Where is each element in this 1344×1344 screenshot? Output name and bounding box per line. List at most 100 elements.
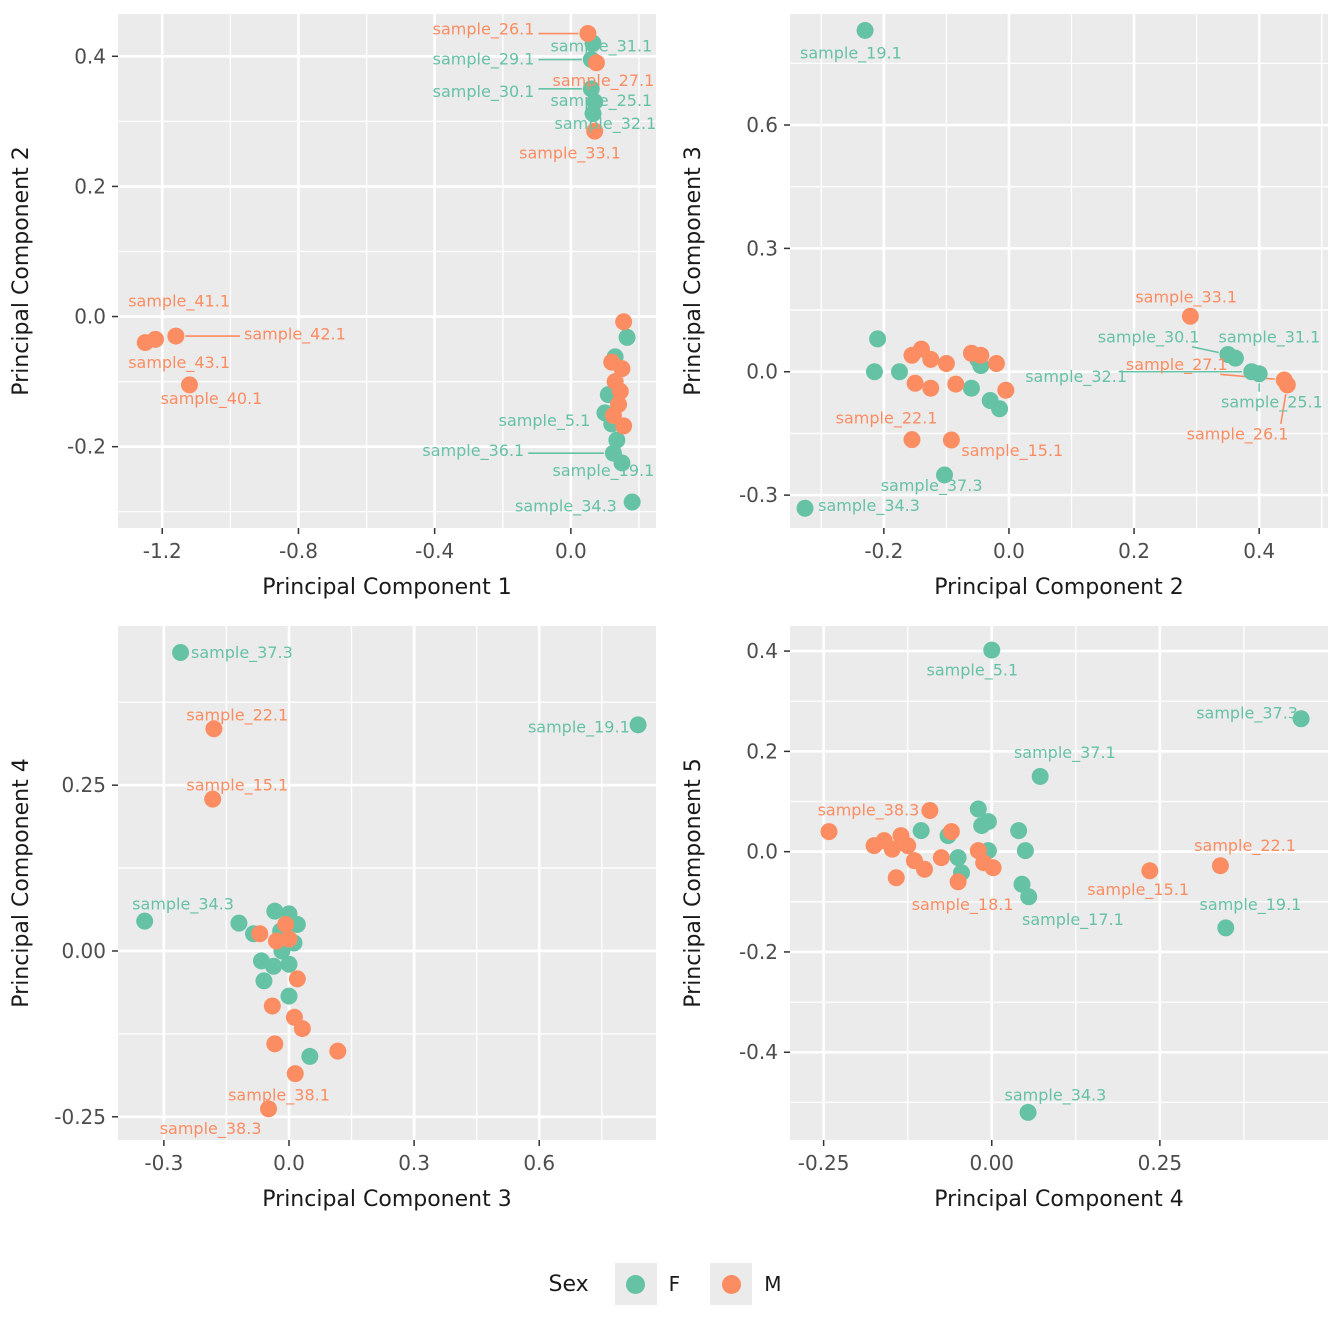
data-point-m bbox=[932, 849, 950, 867]
legend-label-f: F bbox=[668, 1272, 681, 1296]
data-point-m bbox=[611, 382, 629, 400]
x-axis-title: Principal Component 1 bbox=[262, 575, 511, 600]
data-point-f bbox=[1020, 888, 1038, 906]
scatter-panel-pc2-vs-pc3: -0.2 0.0 0.2 0.4 -0.3 0.0 0.3 0.6 sample_19.1sam… bbox=[681, 14, 1328, 600]
x-tick-label: -0.8 bbox=[279, 539, 318, 563]
data-point-m bbox=[921, 802, 939, 820]
label-leader-line bbox=[1191, 346, 1219, 354]
data-point-f bbox=[1292, 710, 1310, 728]
chart-cell-pc2-pc3: -0.2 0.0 0.2 0.4 -0.3 0.0 0.3 0.6 sample_19.1 sam… bbox=[672, 0, 1344, 612]
y-tick-label: 0.2 bbox=[74, 174, 106, 198]
point-label: sample_33.1 bbox=[1135, 287, 1237, 307]
data-point-m bbox=[937, 355, 955, 373]
x-tick-label: 0.6 bbox=[523, 1151, 555, 1175]
point-label: sample_33.1 bbox=[519, 144, 621, 164]
x-tick-label: 0.2 bbox=[1118, 539, 1150, 563]
data-point-m bbox=[615, 313, 633, 331]
data-point-f bbox=[969, 800, 987, 818]
y-tick-label: -0.2 bbox=[67, 435, 106, 459]
data-point-f bbox=[983, 641, 1001, 659]
data-point-f bbox=[1019, 1103, 1037, 1121]
panel-background bbox=[118, 626, 656, 1140]
data-point-m bbox=[204, 790, 222, 808]
data-point-f bbox=[582, 80, 600, 98]
y-tick-label: 0.0 bbox=[74, 305, 106, 329]
data-point-f bbox=[266, 902, 284, 920]
point-label: sample_32.1 bbox=[555, 114, 657, 134]
data-point-f bbox=[1031, 767, 1049, 785]
data-point-f bbox=[936, 466, 954, 484]
y-tick-label: -0.4 bbox=[739, 1040, 778, 1064]
data-point-m bbox=[266, 1035, 284, 1053]
point-label: sample_36.1 bbox=[422, 441, 524, 461]
data-point-m bbox=[280, 930, 298, 948]
y-tick-label: -0.25 bbox=[54, 1105, 106, 1129]
data-point-f bbox=[1243, 363, 1261, 381]
data-point-f bbox=[912, 822, 930, 840]
data-point-m bbox=[942, 823, 960, 841]
point-label: sample_26.1 bbox=[1187, 424, 1289, 444]
data-point-m bbox=[263, 997, 281, 1015]
point-label: sample_38.3 bbox=[818, 801, 920, 821]
chart-cell-pc3-pc4: -0.3 0.0 0.3 0.6 -0.25 0.00 0.25 sample_37.3 sam… bbox=[0, 612, 672, 1224]
data-point-m bbox=[251, 925, 269, 943]
scatter-panel-pc3-vs-pc4: -0.3 0.0 0.3 0.6 -0.25 0.00 0.25 sample_37.3sam… bbox=[9, 626, 656, 1212]
data-point-m bbox=[604, 406, 622, 424]
data-point-m bbox=[916, 860, 933, 878]
point-label: sample_41.1 bbox=[128, 291, 230, 311]
data-point-m bbox=[984, 859, 1002, 877]
point-label: sample_29.1 bbox=[433, 49, 535, 69]
panel-background bbox=[790, 626, 1328, 1140]
legend-dot-f-icon bbox=[626, 1274, 646, 1294]
y-tick-label: -0.3 bbox=[739, 483, 778, 507]
x-tick-label: 0.25 bbox=[1138, 1151, 1183, 1175]
data-point-f bbox=[288, 915, 306, 933]
legend-label-m: M bbox=[764, 1272, 782, 1296]
legend-dot-m-icon bbox=[721, 1274, 741, 1294]
data-point-f bbox=[136, 912, 154, 930]
data-point-m bbox=[613, 360, 631, 378]
point-label: sample_34.3 bbox=[132, 894, 234, 914]
data-point-m bbox=[899, 837, 917, 855]
data-point-m bbox=[260, 1100, 278, 1118]
chart-grid: -1.2 -0.8 -0.4 0.0 -0.2 0.0 0.2 0.4 sample_31.1 s… bbox=[0, 0, 1344, 1224]
data-point-f bbox=[856, 21, 874, 39]
y-axis-title: Principal Component 2 bbox=[9, 146, 34, 395]
data-point-f bbox=[265, 957, 283, 975]
x-tick-label: 0.00 bbox=[969, 1151, 1014, 1175]
point-label: sample_17.1 bbox=[1022, 910, 1124, 930]
y-tick-label: 0.0 bbox=[746, 840, 778, 864]
point-label: sample_22.1 bbox=[1194, 836, 1296, 856]
point-label: sample_30.1 bbox=[1098, 327, 1200, 347]
x-axis-title: Principal Component 2 bbox=[934, 575, 1183, 600]
scatter-panel-pc1-vs-pc2: -1.2 -0.8 -0.4 0.0-0.20.00.20.4 sample_31.1s… bbox=[9, 14, 657, 600]
data-point-m bbox=[922, 350, 940, 368]
x-tick-label: -0.2 bbox=[864, 539, 903, 563]
data-point-f bbox=[280, 987, 298, 1005]
point-label: sample_40.1 bbox=[161, 389, 263, 409]
point-label: sample_18.1 bbox=[912, 895, 1014, 915]
x-tick-label: 0.0 bbox=[555, 539, 587, 563]
data-point-f bbox=[1010, 822, 1028, 840]
y-tick-label: -0.2 bbox=[739, 940, 778, 964]
data-point-m bbox=[615, 417, 633, 435]
legend-item-f: F bbox=[614, 1263, 681, 1305]
y-axis-title: Principal Component 4 bbox=[9, 758, 34, 1007]
x-tick-label: 0.0 bbox=[273, 1151, 305, 1175]
point-label: sample_37.3 bbox=[881, 476, 983, 496]
data-point-m bbox=[181, 376, 199, 394]
point-label: sample_37.3 bbox=[191, 643, 293, 663]
data-point-m bbox=[288, 970, 306, 988]
data-point-f bbox=[172, 644, 190, 662]
point-label: sample_19.1 bbox=[528, 717, 630, 737]
data-point-m bbox=[586, 122, 604, 140]
data-point-f bbox=[623, 493, 641, 511]
x-tick-label: 0.3 bbox=[398, 1151, 430, 1175]
data-point-m bbox=[587, 54, 605, 72]
data-point-f bbox=[890, 363, 908, 381]
point-label: sample_5.1 bbox=[927, 661, 1019, 681]
data-point-m bbox=[903, 431, 921, 449]
data-point-f bbox=[613, 454, 631, 472]
data-point-m bbox=[887, 869, 905, 887]
point-label: sample_27.1 bbox=[552, 71, 654, 91]
